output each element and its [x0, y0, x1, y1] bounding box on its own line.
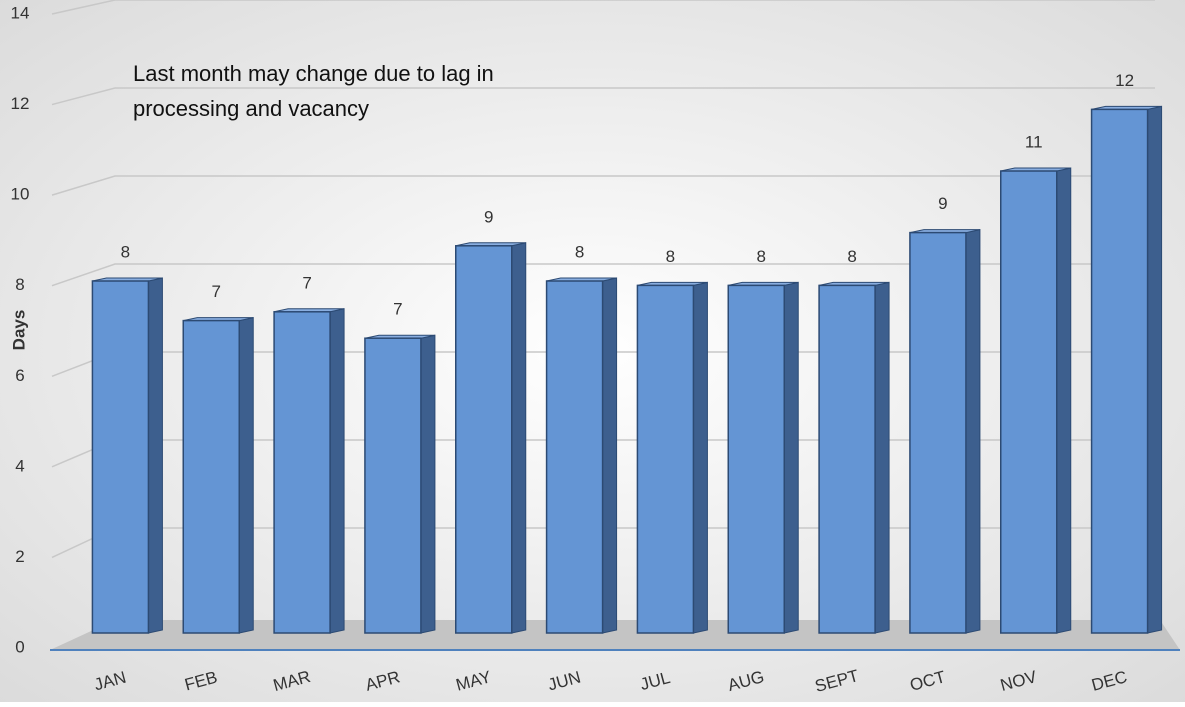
bar-side	[1056, 167, 1072, 634]
bar	[273, 308, 345, 634]
bar	[727, 281, 799, 634]
y-axis-label: Days	[9, 310, 28, 351]
bar	[455, 242, 527, 634]
data-label: 9	[484, 207, 493, 226]
grid-line	[51, 0, 1155, 15]
y-tick-label: 2	[15, 547, 24, 566]
bar-front	[455, 245, 513, 634]
bar-front	[91, 280, 150, 634]
bar-side	[965, 228, 981, 634]
bar	[182, 316, 254, 634]
annotation: processing and vacancy	[133, 96, 369, 121]
bar-front	[1000, 170, 1058, 634]
bar	[636, 281, 708, 634]
y-tick-label: 12	[11, 94, 30, 113]
data-label: 7	[393, 300, 402, 319]
bar-side	[1147, 105, 1163, 634]
bar-front	[182, 319, 240, 634]
data-label: 8	[666, 247, 675, 266]
bar	[1000, 167, 1072, 634]
bar-side	[602, 277, 618, 634]
bar	[1090, 105, 1163, 634]
bar-side	[511, 242, 527, 634]
data-label: 7	[212, 282, 221, 301]
bar	[818, 281, 890, 634]
y-tick-label: 14	[11, 3, 30, 22]
bar-side	[329, 308, 345, 634]
bar-side	[874, 281, 890, 634]
annotation: Last month may change due to lag in	[133, 61, 494, 86]
data-label: 9	[938, 194, 947, 213]
grid-line	[51, 175, 1155, 196]
bar-front	[545, 280, 604, 634]
bar-front	[364, 337, 422, 634]
bar	[91, 277, 163, 634]
data-label: 12	[1115, 71, 1134, 90]
bar-side	[420, 334, 436, 634]
bar-side	[692, 281, 708, 634]
bar-front	[1090, 108, 1149, 634]
y-tick-label: 10	[11, 185, 30, 204]
data-label: 8	[757, 247, 766, 266]
data-label: 8	[847, 247, 856, 266]
bar	[364, 334, 436, 634]
data-label: 8	[121, 242, 130, 261]
bar-side	[783, 281, 799, 634]
data-label: 7	[302, 273, 311, 292]
bar-front	[909, 231, 967, 634]
bar-front	[273, 311, 331, 634]
grid-line	[51, 263, 1155, 287]
bar-front	[727, 284, 785, 634]
bar	[545, 277, 618, 634]
bar-side	[147, 277, 163, 634]
data-label: 8	[575, 242, 584, 261]
bar-front	[636, 284, 695, 634]
bar-front	[818, 284, 876, 634]
bar-side	[238, 316, 254, 634]
y-tick-label: 0	[15, 637, 24, 656]
bar	[909, 228, 981, 634]
y-tick-label: 4	[15, 456, 24, 475]
y-tick-label: 8	[15, 275, 24, 294]
y-tick-label: 6	[15, 366, 24, 385]
data-label: 11	[1025, 132, 1043, 151]
grid-line	[51, 87, 1155, 106]
